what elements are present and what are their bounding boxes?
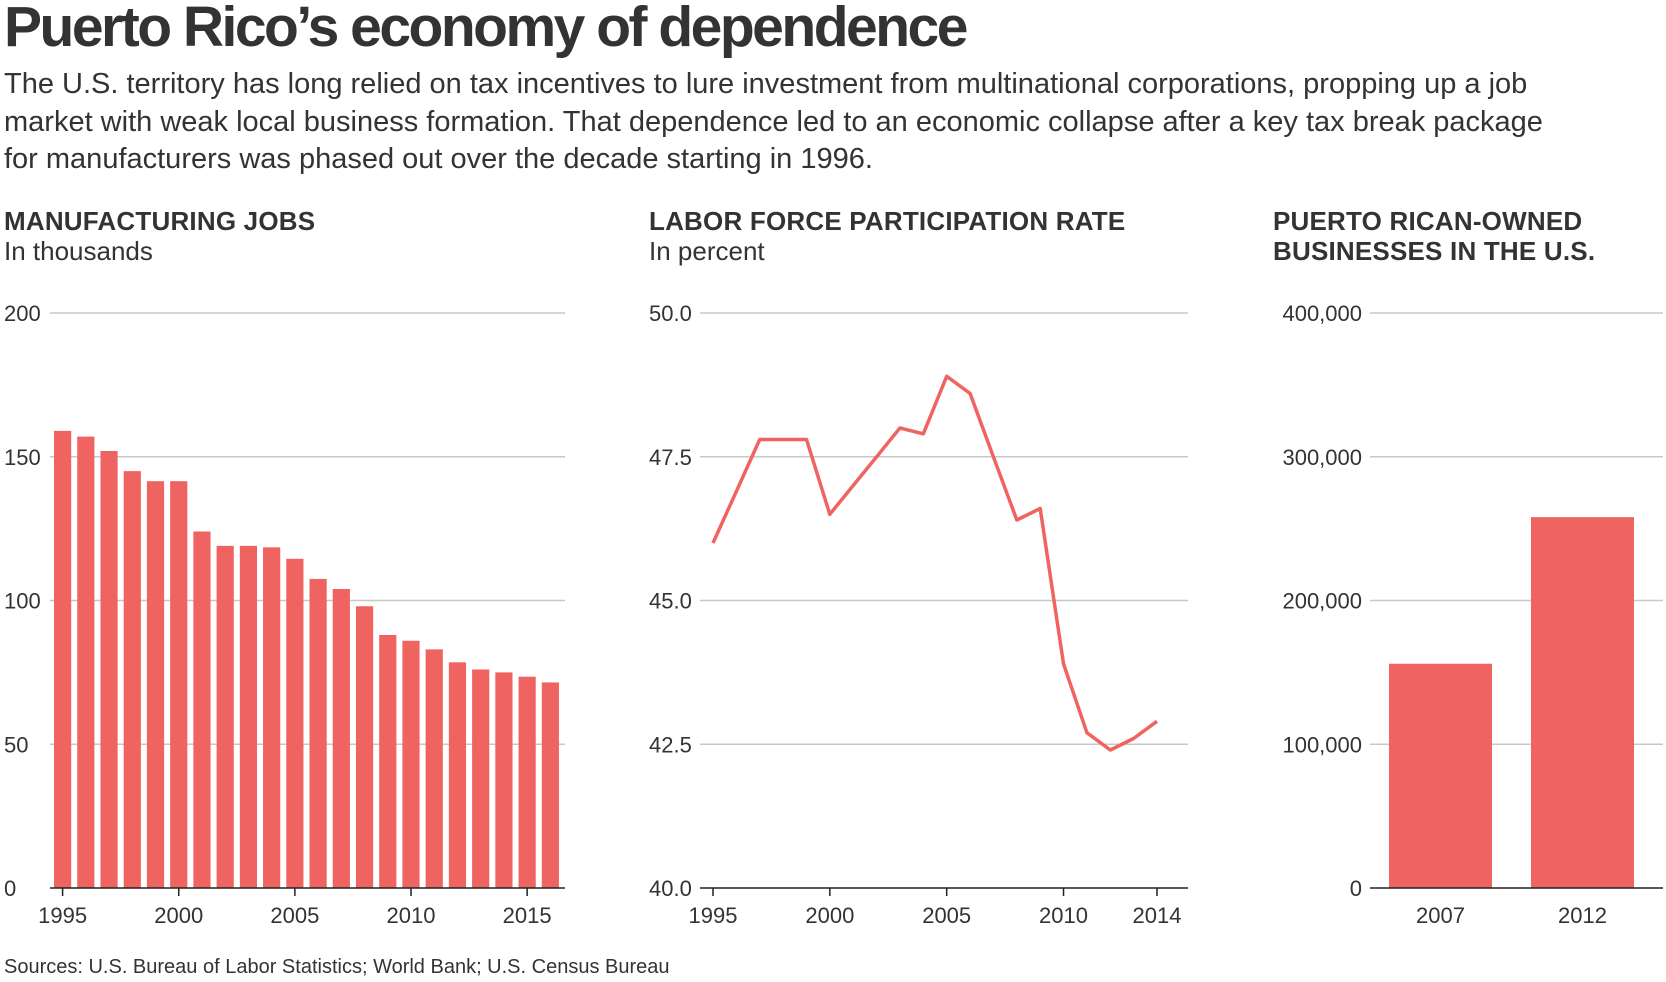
labor-ytick-label: 40.0 <box>649 876 692 901</box>
labor-ytick-label: 42.5 <box>649 732 692 757</box>
chart-title-labor: LABOR FORCE PARTICIPATION RATE <box>649 206 1126 236</box>
manufacturing-xtick-label: 2000 <box>154 903 203 928</box>
manufacturing-xtick-label: 2005 <box>270 903 319 928</box>
chart-title-manufacturing: MANUFACTURING JOBS <box>4 206 316 236</box>
chart-subtitle-manufacturing: In thousands <box>4 236 153 266</box>
manufacturing-bar <box>495 672 513 888</box>
manufacturing-bar <box>332 589 350 888</box>
labor-ytick-label: 47.5 <box>649 445 692 470</box>
manufacturing-ytick-label: 0 <box>4 876 16 901</box>
labor-xtick-label: 2005 <box>922 903 971 928</box>
manufacturing-bar <box>100 451 118 888</box>
page-title: Puerto Rico’s economy of dependence <box>4 0 968 59</box>
manufacturing-xtick-label: 2010 <box>387 903 436 928</box>
labor-xtick-label: 2010 <box>1039 903 1088 928</box>
charts-canvas: 0 50 100 150 200 1995 2000 2005 2010 2015 40.0 42.5… <box>4 301 1663 928</box>
labor-xtick-label: 2014 <box>1133 903 1182 928</box>
manufacturing-bar <box>355 606 374 888</box>
businesses-xtick-label: 2007 <box>1416 903 1465 928</box>
businesses-ytick-label: 400,000 <box>1282 301 1362 326</box>
businesses-ytick-label: 0 <box>1350 876 1362 901</box>
manufacturing-bar <box>239 545 258 888</box>
manufacturing-bar <box>123 471 141 888</box>
manufacturing-bar <box>170 481 188 888</box>
manufacturing-bar <box>146 481 165 888</box>
manufacturing-bar <box>309 578 327 888</box>
manufacturing-bar <box>402 640 420 888</box>
manufacturing-bar <box>263 547 281 888</box>
labor-xtick-label: 1995 <box>689 903 738 928</box>
businesses-bar <box>1531 517 1634 888</box>
businesses-ytick-label: 200,000 <box>1282 589 1362 614</box>
manufacturing-bar <box>77 436 95 888</box>
manufacturing-bar <box>518 676 536 888</box>
source-note: Sources: U.S. Bureau of Labor Statistics… <box>4 956 670 978</box>
manufacturing-bar <box>472 669 490 888</box>
manufacturing-xtick-label: 1995 <box>38 903 87 928</box>
manufacturing-bar <box>54 430 72 888</box>
manufacturing-ytick-label: 50 <box>4 732 28 757</box>
labor-series-line <box>711 374 1159 752</box>
labor-xtick-label: 2000 <box>805 903 854 928</box>
labor-ytick-label: 45.0 <box>649 589 692 614</box>
manufacturing-bar <box>286 558 304 888</box>
manufacturing-ytick-label: 150 <box>4 445 41 470</box>
page-description: The U.S. territory has long relied on ta… <box>4 68 1543 175</box>
businesses-xtick-label: 2012 <box>1558 903 1607 928</box>
businesses-bar <box>1389 663 1492 888</box>
manufacturing-bar <box>448 662 467 888</box>
manufacturing-xtick-label: 2015 <box>503 903 552 928</box>
manufacturing-bar <box>541 682 559 888</box>
manufacturing-bar <box>379 635 397 888</box>
manufacturing-ytick-label: 100 <box>4 589 41 614</box>
manufacturing-bar <box>216 545 234 888</box>
manufacturing-bar <box>425 649 443 888</box>
manufacturing-bar <box>193 531 211 888</box>
businesses-ytick-label: 300,000 <box>1282 445 1362 470</box>
businesses-ytick-label: 100,000 <box>1282 732 1362 757</box>
labor-ytick-label: 50.0 <box>649 301 692 326</box>
chart-subtitle-labor: In percent <box>649 236 765 266</box>
chart-title-businesses: PUERTO RICAN-OWNED BUSINESSES IN THE U.S… <box>1273 206 1596 266</box>
manufacturing-ytick-label: 200 <box>4 301 41 326</box>
